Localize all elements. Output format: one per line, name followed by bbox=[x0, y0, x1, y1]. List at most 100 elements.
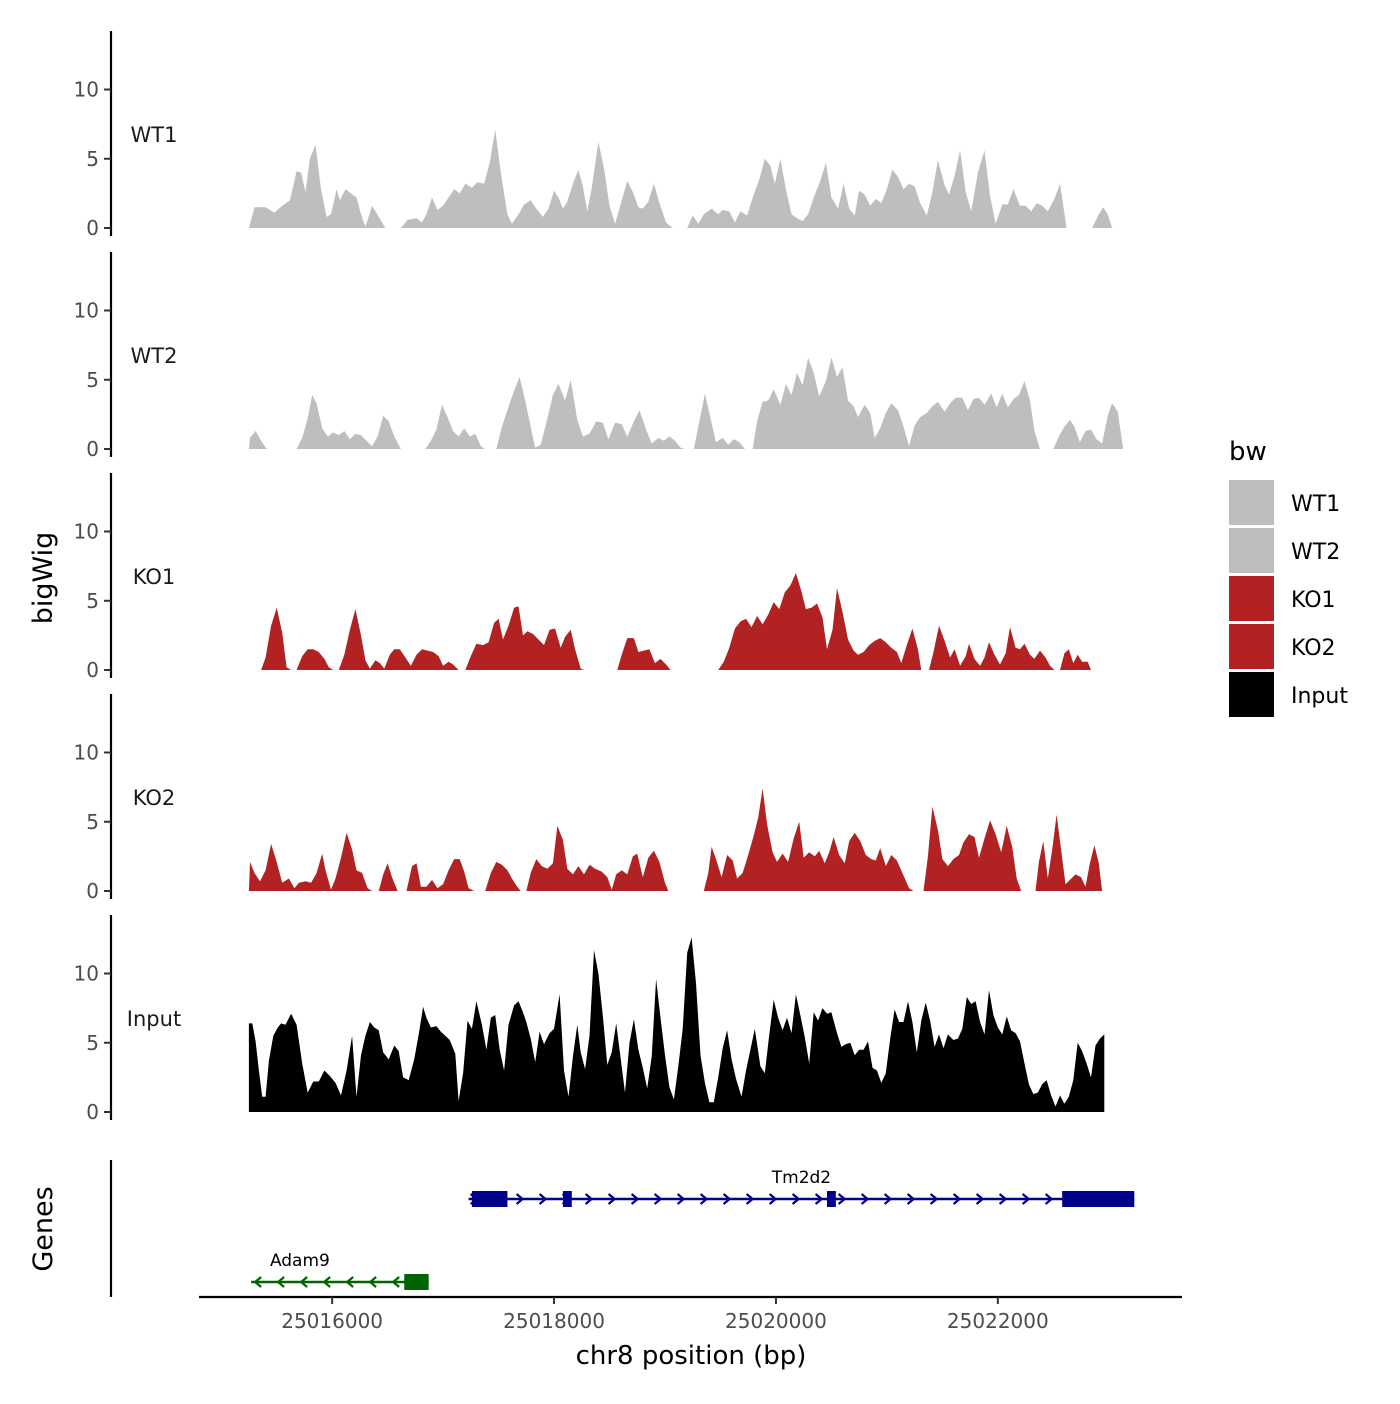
coverage-area-wt2-7 bbox=[1053, 403, 1124, 449]
coverage-area-ko2-7 bbox=[923, 806, 1022, 891]
genes-panel-label: Genes bbox=[28, 1186, 59, 1271]
track-wt2: 0 5 10 WT2 bbox=[74, 252, 1124, 461]
legend-swatch-ko2 bbox=[1229, 624, 1274, 669]
coverage-area-ko2-5 bbox=[526, 825, 669, 891]
coverage-area-wt1-4 bbox=[1092, 207, 1113, 228]
strand-arrow bbox=[906, 1193, 916, 1205]
track-label-input: Input bbox=[127, 1007, 181, 1031]
track-wt1: 0 5 10 WT1 bbox=[74, 31, 1113, 240]
legend-swatch-ko1 bbox=[1229, 576, 1274, 621]
coverage-area-ko1-5 bbox=[617, 638, 671, 670]
exon-tm2d2-4 bbox=[1062, 1191, 1135, 1207]
strand-arrow bbox=[722, 1193, 732, 1205]
legend-entries: WT1 WT2 KO1 KO2 Input bbox=[1229, 480, 1348, 717]
track-label-wt2: WT2 bbox=[131, 344, 178, 368]
strand-arrow bbox=[1021, 1193, 1031, 1205]
strand-arrow bbox=[998, 1193, 1008, 1205]
strand-arrow bbox=[653, 1193, 663, 1205]
legend-label-ko1: KO1 bbox=[1291, 588, 1336, 613]
coverage-area-ko2-3 bbox=[406, 859, 475, 891]
coverage-area-wt2-1 bbox=[248, 431, 267, 449]
legend-title: bw bbox=[1229, 437, 1267, 467]
coverage-area-ko2-8 bbox=[1035, 814, 1103, 891]
strand-arrow bbox=[538, 1193, 548, 1205]
track-input: 0 5 10 Input bbox=[74, 915, 1105, 1124]
strand-arrow bbox=[630, 1193, 640, 1205]
coverage-area-ko1-4 bbox=[465, 606, 584, 670]
coverage-area-ko1-3 bbox=[338, 609, 459, 670]
strand-arrow bbox=[607, 1193, 617, 1205]
strand-arrow bbox=[368, 1276, 377, 1288]
coverage-area-wt1-1 bbox=[248, 144, 386, 228]
strand-arrow bbox=[322, 1276, 331, 1288]
coverage-area-ko2-2 bbox=[378, 863, 398, 891]
strand-arrow bbox=[299, 1276, 308, 1288]
y-tick-label-wt1-0: 0 bbox=[86, 216, 99, 240]
gene-annotation-panel: 25016000 25018000 25020000 25022000 Tm2d2 Ada… bbox=[109, 1160, 1182, 1333]
y-tick-label-wt1-10: 10 bbox=[74, 78, 99, 102]
coverage-area-wt2-4 bbox=[496, 377, 685, 449]
strand-arrow bbox=[676, 1193, 686, 1205]
strand-arrow bbox=[515, 1193, 525, 1205]
strand-arrow bbox=[391, 1276, 400, 1288]
coverage-area-ko1-8 bbox=[1060, 649, 1091, 670]
y-tick-label-ko2-5: 5 bbox=[86, 810, 99, 834]
exon-tm2d2-2 bbox=[562, 1191, 572, 1207]
strand-arrow bbox=[860, 1193, 870, 1205]
gene-name-tm2d2: Tm2d2 bbox=[771, 1168, 831, 1188]
strand-arrow bbox=[345, 1276, 354, 1288]
strand-arrow bbox=[276, 1276, 285, 1288]
x-axis-label: chr8 position (bp) bbox=[576, 1341, 807, 1371]
coverage-area-wt2-6 bbox=[752, 357, 1040, 449]
legend-swatch-input bbox=[1229, 672, 1274, 717]
coverage-area-wt1-2 bbox=[400, 129, 673, 228]
strand-arrow bbox=[837, 1193, 847, 1205]
y-tick-label-ko2-0: 0 bbox=[86, 879, 99, 903]
x-tick-label-25016000: 25016000 bbox=[281, 1309, 383, 1333]
coverage-tracks: 0 5 10 WT1 0 5 10 WT2 0 5 10 KO1 0 5 10 KO2 0 5 10 Input bbox=[74, 31, 1124, 1124]
coverage-area-wt2-3 bbox=[425, 404, 486, 449]
strand-arrow bbox=[814, 1193, 824, 1205]
coverage-area-ko1-2 bbox=[296, 649, 334, 670]
coverage-area-input-1 bbox=[248, 937, 1105, 1112]
strand-arrow bbox=[699, 1193, 709, 1205]
x-tick-label-25020000: 25020000 bbox=[725, 1309, 827, 1333]
legend: bw WT1 WT2 KO1 KO2 Input bbox=[1229, 437, 1348, 717]
coverage-area-ko1-6 bbox=[718, 573, 922, 670]
gene-name-adam9: Adam9 bbox=[270, 1251, 330, 1271]
y-tick-label-ko1-10: 10 bbox=[74, 520, 99, 544]
strand-arrow bbox=[584, 1193, 594, 1205]
y-tick-label-wt2-0: 0 bbox=[86, 437, 99, 461]
coverage-area-ko1-7 bbox=[929, 625, 1055, 670]
strand-arrow bbox=[975, 1193, 985, 1205]
gene-adam9: Adam9 bbox=[251, 1251, 429, 1290]
y-tick-label-input-0: 0 bbox=[86, 1100, 99, 1124]
gene-tm2d2: Tm2d2 bbox=[468, 1168, 1135, 1207]
y-tick-label-input-5: 5 bbox=[86, 1031, 99, 1055]
coverage-area-wt1-3 bbox=[687, 150, 1067, 228]
track-label-ko1: KO1 bbox=[133, 565, 176, 589]
y-axis-label: bigWig bbox=[28, 532, 59, 625]
y-tick-label-input-10: 10 bbox=[74, 962, 99, 986]
coverage-area-ko2-6 bbox=[703, 788, 914, 891]
legend-label-wt1: WT1 bbox=[1291, 492, 1340, 517]
y-tick-label-wt2-10: 10 bbox=[74, 299, 99, 323]
strand-arrow bbox=[745, 1193, 755, 1205]
legend-swatch-wt1 bbox=[1229, 480, 1274, 525]
coverage-area-ko2-4 bbox=[485, 861, 521, 891]
track-ko1: 0 5 10 KO1 bbox=[74, 473, 1091, 682]
legend-swatch-wt2 bbox=[1229, 528, 1274, 573]
coverage-area-ko1-1 bbox=[261, 607, 292, 670]
strand-arrow bbox=[883, 1193, 893, 1205]
coverage-area-wt2-2 bbox=[296, 395, 401, 449]
track-ko2: 0 5 10 KO2 bbox=[74, 694, 1103, 903]
legend-label-ko2: KO2 bbox=[1291, 636, 1336, 661]
strand-arrow bbox=[253, 1276, 262, 1288]
y-tick-label-ko2-10: 10 bbox=[74, 741, 99, 765]
legend-label-input: Input bbox=[1291, 684, 1348, 709]
strand-arrow bbox=[768, 1193, 778, 1205]
y-tick-label-wt1-5: 5 bbox=[86, 147, 99, 171]
exon-tm2d2-3 bbox=[826, 1191, 836, 1207]
x-tick-label-25022000: 25022000 bbox=[947, 1309, 1049, 1333]
